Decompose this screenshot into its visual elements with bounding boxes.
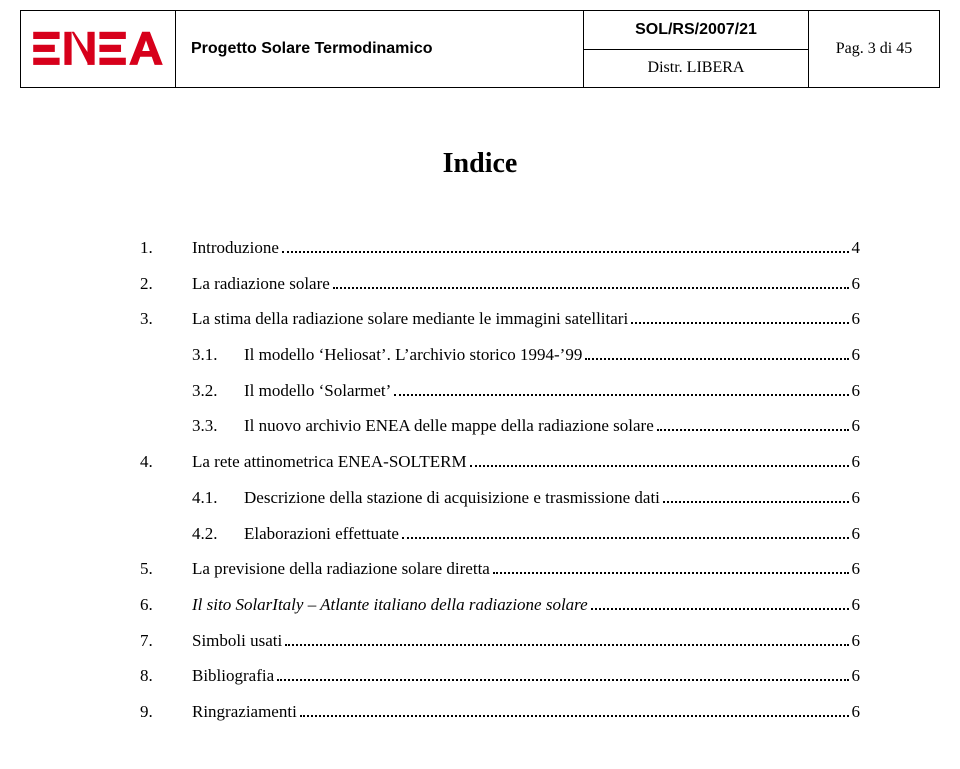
toc-label: Il modello ‘Heliosat’. L’archivio storic… [244, 337, 582, 373]
toc-leader-dots [470, 465, 849, 467]
toc-page: 6 [852, 301, 861, 337]
toc-leader-dots [285, 644, 848, 646]
toc-page: 6 [852, 444, 861, 480]
toc-number: 3.1. [192, 337, 244, 373]
toc-label: Bibliografia [192, 658, 274, 694]
toc-entry: 5.La previsione della radiazione solare … [140, 551, 860, 587]
doc-code: SOL/RS/2007/21 [584, 11, 808, 50]
toc-entry: 4.2.Elaborazioni effettuate 6 [140, 516, 860, 552]
toc-number: 3. [140, 301, 192, 337]
toc-page: 6 [852, 551, 861, 587]
toc-entry: 7.Simboli usati 6 [140, 623, 860, 659]
toc-page: 6 [852, 337, 861, 373]
toc-entry: 6.Il sito SolarItaly – Atlante italiano … [140, 587, 860, 623]
toc-entry: 9.Ringraziamenti 6 [140, 694, 860, 730]
distribution-label: Distr. LIBERA [584, 50, 808, 88]
toc-label: Il modello ‘Solarmet’ [244, 373, 391, 409]
toc-number: 7. [140, 623, 192, 659]
toc-number: 3.2. [192, 373, 244, 409]
toc-entry: 3.La stima della radiazione solare media… [140, 301, 860, 337]
project-title: Progetto Solare Termodinamico [191, 40, 433, 58]
toc-page: 6 [852, 516, 861, 552]
toc-leader-dots [402, 537, 849, 539]
toc-number: 8. [140, 658, 192, 694]
toc-label: La previsione della radiazione solare di… [192, 551, 490, 587]
logo-cell [21, 11, 176, 87]
toc-label: Il sito SolarItaly – Atlante italiano de… [192, 587, 588, 623]
toc-leader-dots [663, 501, 849, 503]
toc-page: 4 [852, 230, 861, 266]
toc-number: 4.1. [192, 480, 244, 516]
toc-label: Simboli usati [192, 623, 282, 659]
toc-number: 3.3. [192, 408, 244, 444]
toc-label: La radiazione solare [192, 266, 330, 302]
toc-number: 2. [140, 266, 192, 302]
toc-page: 6 [852, 408, 861, 444]
toc-page: 6 [852, 480, 861, 516]
toc-page: 6 [852, 266, 861, 302]
toc-number: 1. [140, 230, 192, 266]
toc-entry: 3.2.Il modello ‘Solarmet’ 6 [140, 373, 860, 409]
toc-leader-dots [300, 715, 849, 717]
toc-number: 4.2. [192, 516, 244, 552]
toc-page: 6 [852, 658, 861, 694]
toc-entry: 2.La radiazione solare 6 [140, 266, 860, 302]
toc-page: 6 [852, 623, 861, 659]
toc-entry: 8.Bibliografia 6 [140, 658, 860, 694]
toc-number: 9. [140, 694, 192, 730]
toc-leader-dots [277, 679, 848, 681]
toc-label: Introduzione [192, 230, 279, 266]
doc-codes-cell: SOL/RS/2007/21 Distr. LIBERA [584, 11, 809, 87]
toc-number: 5. [140, 551, 192, 587]
toc-entry: 4.La rete attinometrica ENEA-SOLTERM 6 [140, 444, 860, 480]
project-title-cell: Progetto Solare Termodinamico [176, 11, 584, 87]
document-header: Progetto Solare Termodinamico SOL/RS/200… [20, 10, 940, 88]
toc-leader-dots [631, 322, 848, 324]
toc-entry: 3.3.Il nuovo archivio ENEA delle mappe d… [140, 408, 860, 444]
toc-label: Il nuovo archivio ENEA delle mappe della… [244, 408, 654, 444]
toc-entry: 1.Introduzione 4 [140, 230, 860, 266]
toc-label: La rete attinometrica ENEA-SOLTERM [192, 444, 467, 480]
toc-entry: 4.1.Descrizione della stazione di acquis… [140, 480, 860, 516]
table-of-contents: 1.Introduzione42.La radiazione solare63.… [20, 230, 940, 730]
toc-number: 4. [140, 444, 192, 480]
toc-label: Elaborazioni effettuate [244, 516, 399, 552]
toc-label: Ringraziamenti [192, 694, 297, 730]
toc-leader-dots [282, 251, 849, 253]
toc-leader-dots [333, 287, 849, 289]
toc-leader-dots [394, 394, 848, 396]
page-number: Pag. 3 di 45 [809, 11, 939, 87]
toc-leader-dots [657, 429, 849, 431]
toc-label: La stima della radiazione solare mediant… [192, 301, 628, 337]
toc-leader-dots [493, 572, 849, 574]
toc-page: 6 [852, 373, 861, 409]
toc-leader-dots [591, 608, 849, 610]
toc-page: 6 [852, 587, 861, 623]
toc-leader-dots [585, 358, 848, 360]
page-title: Indice [20, 148, 940, 180]
toc-page: 6 [852, 694, 861, 730]
toc-label: Descrizione della stazione di acquisizio… [244, 480, 660, 516]
toc-entry: 3.1.Il modello ‘Heliosat’. L’archivio st… [140, 337, 860, 373]
toc-number: 6. [140, 587, 192, 623]
enea-logo-icon [26, 27, 170, 70]
